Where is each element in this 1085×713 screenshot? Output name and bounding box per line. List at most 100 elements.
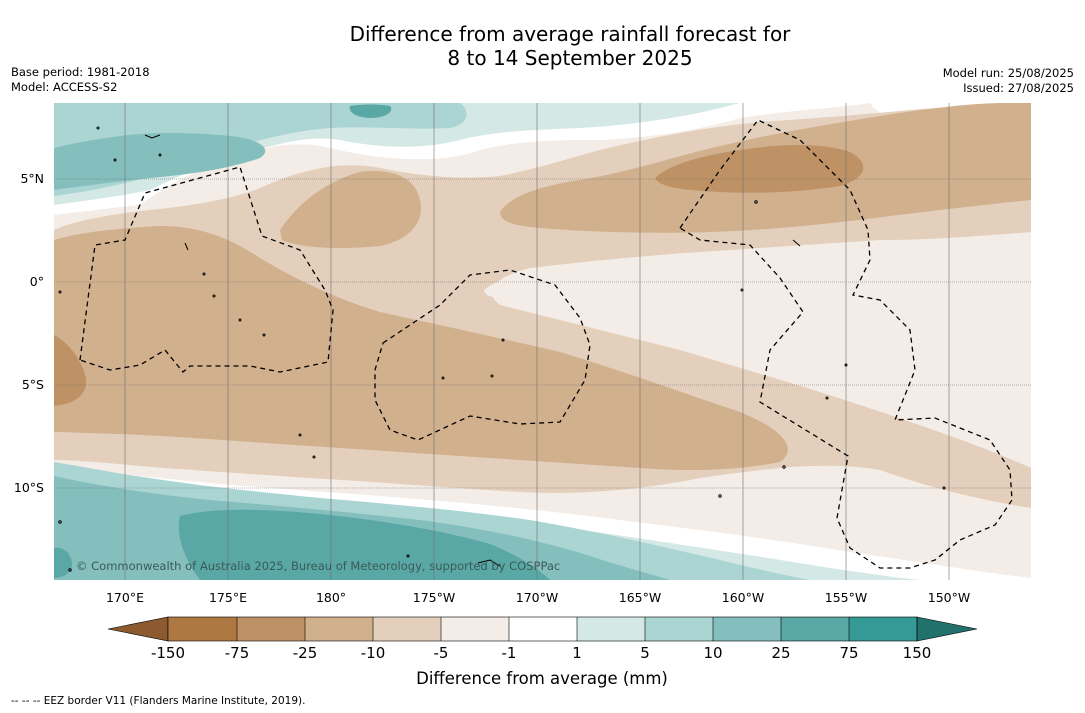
island <box>477 559 501 567</box>
anomaly-band-minus25-minus10-south <box>54 226 788 470</box>
colorbar-outline <box>167 616 918 642</box>
colorbar-swatch <box>577 617 645 641</box>
lon-label: 180° <box>316 590 346 605</box>
eez-border-kiribati-line-islands <box>679 119 1013 569</box>
colorbar-tick: -10 <box>361 644 386 662</box>
colorbar-tick: 150 <box>903 644 932 662</box>
island <box>740 288 744 292</box>
model-text: Model: ACCESS-S2 <box>11 80 118 94</box>
colorbar-tick: 10 <box>703 644 722 662</box>
island <box>68 568 72 572</box>
lon-label: 155°W <box>825 590 867 605</box>
anomaly-band-minus75-minus25-north <box>655 145 864 193</box>
colorbar-tick: 1 <box>572 644 582 662</box>
island <box>58 520 62 524</box>
lat-label: 10°S <box>14 480 44 495</box>
island <box>844 363 848 367</box>
colorbar: -150 -75 -25 -10 -5 -1 1 5 10 25 75 150 … <box>107 616 978 688</box>
metadata-right: Model run: 25/08/2025 Issued: 27/08/2025 <box>943 66 1074 96</box>
island <box>754 200 758 204</box>
lon-label: 170°E <box>106 590 144 605</box>
eez-legend-note: -- -- -- EEZ border V11 (Flanders Marine… <box>11 695 306 707</box>
metadata-left: Base period: 1981-2018 Model: ACCESS-S2 <box>11 65 150 95</box>
model-run-text: Model run: 25/08/2025 <box>942 66 1074 80</box>
island <box>238 318 242 322</box>
lat-label: 5°S <box>22 377 44 392</box>
lon-label: 170°W <box>516 590 558 605</box>
colorbar-tick: -25 <box>293 644 318 662</box>
island <box>501 338 505 342</box>
island <box>298 433 302 437</box>
title-line-2: 8 to 14 September 2025 <box>447 46 693 70</box>
island <box>490 374 494 378</box>
lon-label: 165°W <box>619 590 661 605</box>
colorbar-swatch <box>373 617 441 641</box>
colorbar-swatch <box>509 617 577 641</box>
colorbar-tick: 75 <box>839 644 858 662</box>
lon-label: 160°W <box>722 590 764 605</box>
lat-label: 0° <box>30 274 44 289</box>
colorbar-arrow-high <box>916 616 978 642</box>
colorbar-swatch <box>849 617 917 641</box>
island <box>58 290 62 294</box>
island <box>825 396 829 400</box>
colorbar-swatch <box>237 617 305 641</box>
colorbar-title: Difference from average (mm) <box>416 669 668 688</box>
colorbar-arrow-low <box>107 616 169 642</box>
colorbar-swatch <box>781 617 849 641</box>
island <box>113 158 117 162</box>
eez-border-tokelau <box>374 269 591 441</box>
anomaly-band-near-zero-north <box>54 103 1031 117</box>
anomaly-band-25-75-southwest <box>54 547 73 578</box>
island <box>312 455 316 459</box>
anomaly-band-minus25-minus10-central <box>280 171 421 248</box>
title-line-1: Difference from average rainfall forecas… <box>349 22 791 46</box>
issued-text: Issued: 27/08/2025 <box>963 81 1074 95</box>
island <box>792 239 801 247</box>
colorbar-swatch <box>645 617 713 641</box>
island <box>144 134 161 139</box>
colorbar-swatch <box>441 617 509 641</box>
island <box>96 126 100 130</box>
colorbar-ticks: -150 -75 -25 -10 -5 -1 1 5 10 25 75 150 <box>151 644 931 662</box>
colorbar-swatch <box>713 617 781 641</box>
map-title: Difference from average rainfall forecas… <box>0 22 1085 70</box>
anomaly-band-10-25-north <box>54 133 266 190</box>
colorbar-tick: -5 <box>434 644 449 662</box>
graticule <box>54 103 1031 580</box>
eez-borders <box>79 119 1013 569</box>
colorbar-tick: -75 <box>225 644 250 662</box>
colorbar-tick: -150 <box>151 644 185 662</box>
lon-label: 150°W <box>928 590 970 605</box>
island <box>184 242 189 251</box>
island <box>942 486 946 490</box>
island <box>406 554 410 558</box>
island <box>441 376 445 380</box>
island <box>212 294 216 298</box>
base-period-text: Base period: 1981-2018 <box>11 65 150 79</box>
lat-label: 5°N <box>20 171 44 186</box>
rainfall-anomaly-field <box>54 103 1031 580</box>
island <box>718 494 722 498</box>
lon-label: 175°E <box>209 590 247 605</box>
islands <box>58 126 946 572</box>
lon-label: 175°W <box>413 590 455 605</box>
latitude-labels: 5°N 0° 5°S 10°S <box>14 171 44 495</box>
island <box>782 465 786 469</box>
longitude-labels: 170°E 175°E 180° 175°W 170°W 165°W 160°W… <box>106 590 970 605</box>
eez-border-tuvalu <box>79 166 334 373</box>
anomaly-band-25-75-south <box>178 509 551 580</box>
island <box>202 272 206 276</box>
colorbar-swatch <box>168 617 237 641</box>
colorbar-swatch <box>305 617 373 641</box>
anomaly-band-25-75-north <box>349 104 392 118</box>
anomaly-band-5-10-north <box>54 103 467 196</box>
colorbar-tick: 5 <box>640 644 650 662</box>
anomaly-band-minus5-minus1-east <box>484 240 1031 410</box>
colorbar-dividers <box>236 617 850 641</box>
colorbar-tick: 25 <box>771 644 790 662</box>
colorbar-tick: -1 <box>502 644 517 662</box>
anomaly-band-minus75-minus25-west <box>54 335 87 406</box>
copyright-text: © Commonwealth of Australia 2025, Bureau… <box>76 559 560 573</box>
